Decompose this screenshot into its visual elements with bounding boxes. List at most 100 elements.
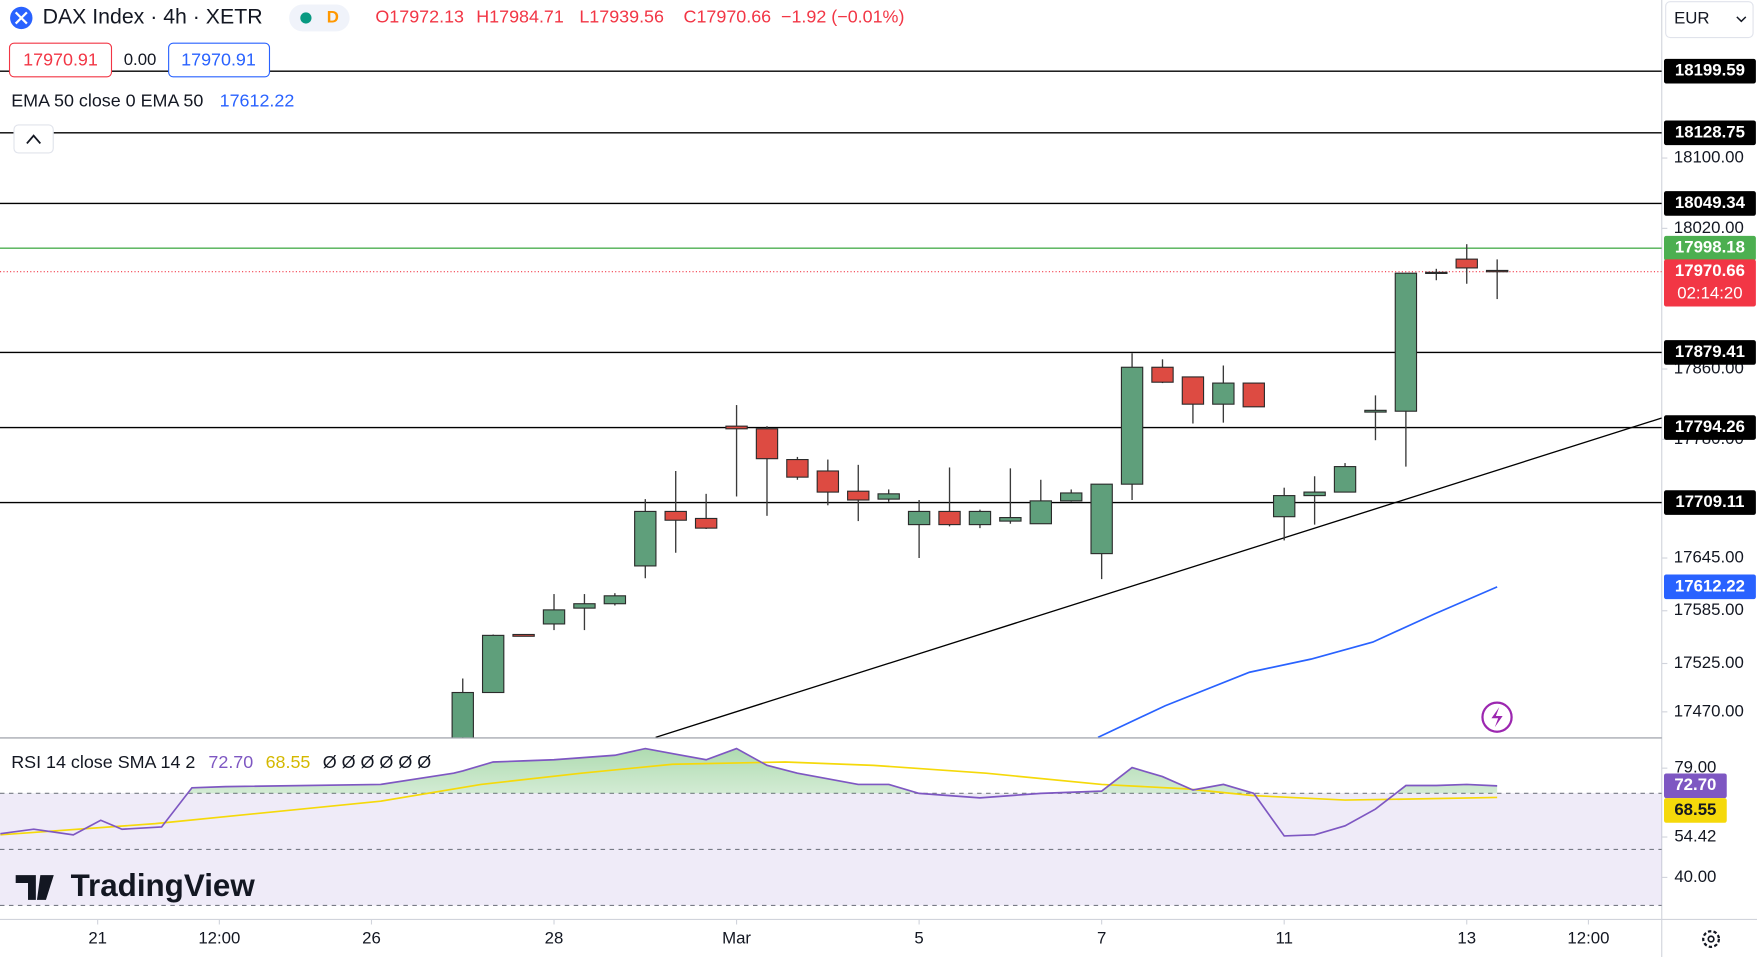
buy-price[interactable]: 17970.91 <box>181 49 256 69</box>
currency-button[interactable] <box>1665 1 1754 39</box>
level-label-bg <box>1663 58 1756 84</box>
candle-body <box>573 603 596 609</box>
candle-body <box>1485 269 1509 273</box>
x-tick-label: 21 <box>88 928 107 947</box>
level-label: 18199.59 <box>1675 61 1745 80</box>
candle-body <box>816 470 840 493</box>
currency[interactable]: EUR <box>1674 9 1709 28</box>
rsi-value-label-bg <box>1663 773 1727 799</box>
status-pill[interactable] <box>289 4 350 32</box>
x-tick-label: 7 <box>1097 928 1106 947</box>
sell-price[interactable]: 17970.91 <box>23 49 98 69</box>
axes: 18100.0018020.0017860.0017780.0017645.00… <box>88 58 1756 947</box>
x-tick-label: 11 <box>1275 928 1292 947</box>
candle-body <box>512 633 535 637</box>
candle-body <box>603 595 627 605</box>
rsi-sma-legend-value: 68.55 <box>266 752 311 772</box>
candle-body <box>634 510 657 567</box>
level-label: 17879.41 <box>1675 342 1745 361</box>
rsi-value-label: 72.70 <box>1674 775 1716 794</box>
y-tick-label: 17645.00 <box>1674 547 1744 566</box>
logo-mark <box>15 875 54 900</box>
candle-body <box>938 510 961 526</box>
level-label: 17709.11 <box>1675 492 1744 511</box>
ema-legend[interactable]: EMA 50 close 0 EMA 50 <box>11 91 203 111</box>
candle-body <box>664 510 687 521</box>
level-label: 18049.34 <box>1675 193 1746 212</box>
level-label-bg <box>1663 340 1756 365</box>
candle-body <box>1272 495 1296 518</box>
candle-body <box>1303 491 1326 497</box>
level-label-bg <box>1663 191 1756 216</box>
ohlc-open: O17972.13 <box>375 7 464 27</box>
ema-line <box>1097 586 1498 738</box>
logo-text: TradingView <box>71 868 256 903</box>
rsi-value-label-bg <box>1663 798 1727 823</box>
candle-body <box>1029 500 1053 525</box>
header: DAX Index · 4h · XETR D O17972.13 H17984… <box>8 1 1754 154</box>
level-label-bg <box>1663 490 1756 515</box>
x-tick-label: 5 <box>914 928 923 947</box>
logo: TradingView <box>15 868 256 903</box>
last-price-label: 17970.66 <box>1675 261 1745 280</box>
currency-caret <box>1736 16 1747 23</box>
candle-body <box>877 493 900 500</box>
rsi-placeholders: Ø Ø Ø Ø Ø Ø <box>323 752 432 772</box>
candle-body <box>1364 409 1387 413</box>
level-label-bg <box>1663 415 1756 440</box>
candle-body <box>1151 366 1174 383</box>
candle-body <box>968 510 992 526</box>
rsi-pane <box>0 747 1662 906</box>
buy-button[interactable] <box>168 42 271 78</box>
y-tick-label: 17470.00 <box>1674 701 1744 720</box>
ema-label: 17612.22 <box>1675 576 1745 595</box>
candle-body <box>1090 483 1113 555</box>
candle-body <box>1181 376 1205 405</box>
spread: 0.00 <box>124 50 157 69</box>
price-change: −1.92 (−0.01%) <box>781 7 904 27</box>
trend-line <box>655 417 1662 738</box>
candle-body <box>694 517 718 529</box>
ohlc-close: C17970.66 <box>684 7 772 27</box>
rsi-line <box>0 747 1498 837</box>
candle-body <box>725 425 748 430</box>
x-tick-label: 12:00 <box>1567 928 1609 947</box>
candle-body <box>1455 258 1478 269</box>
y-tick-label: 17525.00 <box>1674 653 1744 672</box>
candle-body <box>1394 272 1418 412</box>
sell-button[interactable] <box>8 42 113 78</box>
rsi-overbought-fill <box>0 748 1498 794</box>
level-label: 17998.18 <box>1675 238 1745 257</box>
rsi-tick-label: 79.00 <box>1674 758 1716 777</box>
candle-body <box>1212 382 1235 405</box>
last-price-label-bg <box>1663 259 1756 307</box>
rsi-legend[interactable]: RSI 14 close SMA 14 2 <box>11 752 195 772</box>
y-tick-label: 18100.00 <box>1674 147 1744 166</box>
candle-body <box>1242 382 1265 408</box>
collapse-button[interactable] <box>13 124 54 154</box>
collapse-chevron <box>26 134 42 145</box>
level-label: 17794.26 <box>1675 417 1745 436</box>
ema-label-bg <box>1663 574 1756 600</box>
candle-body <box>907 510 931 526</box>
candle-body <box>451 691 474 738</box>
candle-body <box>1333 466 1357 493</box>
symbol-title[interactable]: DAX Index · 4h · XETR <box>43 5 263 29</box>
candle-body <box>786 459 809 478</box>
settings-icon[interactable] <box>1702 930 1721 949</box>
countdown: 02:14:20 <box>1677 284 1742 303</box>
rsi-tick-label: 40.00 <box>1674 867 1716 886</box>
y-tick-label: 18020.00 <box>1674 218 1744 237</box>
candle-body <box>1120 366 1144 485</box>
candle-body <box>1425 271 1448 275</box>
symbol-icon-glyph <box>14 11 28 25</box>
level-label-bg <box>1663 235 1756 261</box>
x-tick-label: 12:00 <box>198 928 240 947</box>
candle-body <box>542 609 566 625</box>
x-tick-label: 26 <box>362 928 381 947</box>
price-pane <box>0 70 1662 738</box>
level-label-bg <box>1663 120 1756 146</box>
candle-body <box>999 517 1022 522</box>
rsi-tick-label: 54.42 <box>1674 826 1716 845</box>
